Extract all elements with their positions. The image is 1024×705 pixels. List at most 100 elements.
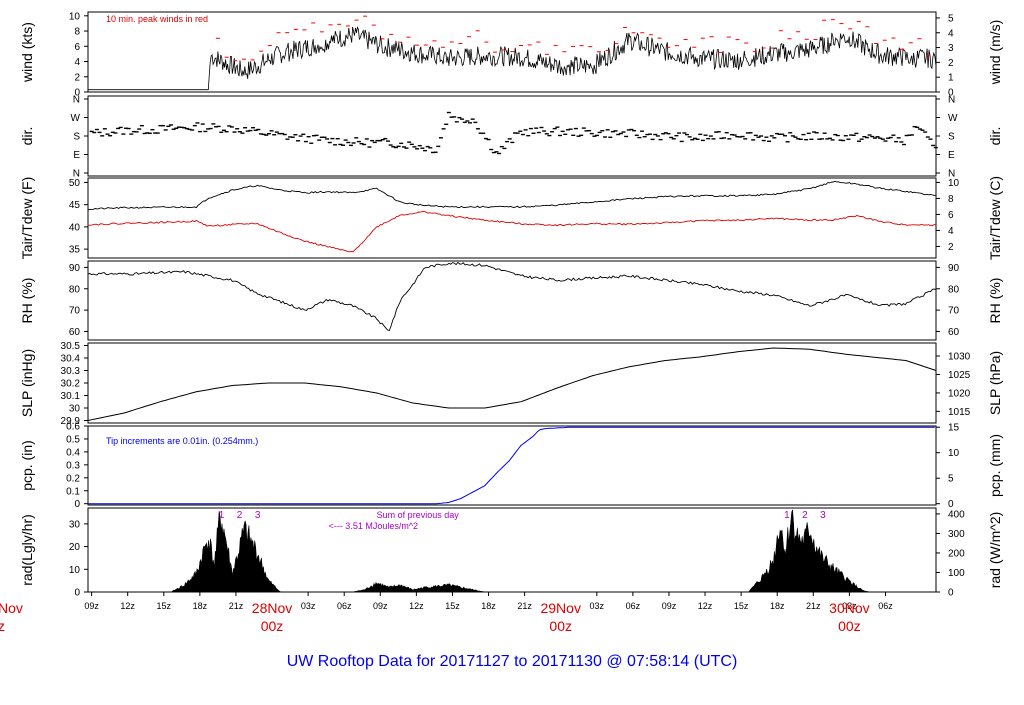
ytick-label-left: 0.6 xyxy=(66,422,80,433)
xtick-label: 12z xyxy=(120,601,135,611)
day-label-hour: 00z xyxy=(838,618,861,634)
xtick-label: 18z xyxy=(481,601,496,611)
ylabel-left: Tair/Tdew (F) xyxy=(19,177,35,259)
panel-frame-tair_tdew xyxy=(87,177,937,259)
xtick-label: 06z xyxy=(337,601,352,611)
ylabel-right: rad (W/m^2) xyxy=(987,512,1003,589)
xtick-label: 15z xyxy=(734,601,749,611)
ytick-label-left: 0 xyxy=(74,588,80,599)
xtick-label: 21z xyxy=(806,601,821,611)
ylabel-left: pcp. (in) xyxy=(19,440,35,491)
ytick-label-right: 60 xyxy=(948,327,960,338)
ytick-label-left: 0.5 xyxy=(66,434,80,445)
ytick-label-right: S xyxy=(948,132,955,143)
ytick-label-right: N xyxy=(948,95,955,106)
ytick-label-right: 0 xyxy=(948,588,954,599)
wind-annotation: 10 min. peak winds in red xyxy=(106,14,208,24)
ytick-label-left: 30 xyxy=(69,519,81,530)
ytick-label-left: N xyxy=(73,95,80,106)
radiation-annotation-line2: <--- 3.51 MJoules/m^2 xyxy=(329,521,419,531)
ytick-label-right: 100 xyxy=(948,568,965,579)
rh-series-line xyxy=(87,261,937,332)
ytick-label-left: 20 xyxy=(69,542,81,553)
slp-series-line xyxy=(87,347,937,421)
ytick-label-left: 8 xyxy=(74,27,80,38)
xtick-label: 21z xyxy=(517,601,532,611)
ytick-label-left: 0.4 xyxy=(66,447,80,458)
xtick-label: 12z xyxy=(409,601,424,611)
ytick-label-left: 60 xyxy=(69,327,81,338)
day-label-date: 28Nov xyxy=(252,600,292,616)
ytick-label-right: 6 xyxy=(948,210,954,221)
xtick-label: 06z xyxy=(626,601,641,611)
ytick-label-left: 40 xyxy=(69,222,81,233)
ylabel-right: pcp. (mm) xyxy=(987,434,1003,497)
xtick-label: 09z xyxy=(373,601,388,611)
ytick-label-left: 30.4 xyxy=(61,354,81,365)
ytick-label-left: 10 xyxy=(69,11,81,22)
ytick-label-left: 0.2 xyxy=(66,473,80,484)
ylabel-right: wind (m/s) xyxy=(987,20,1003,86)
radiation-marker: 1 xyxy=(784,510,790,521)
day-label-hour: 00z xyxy=(261,618,284,634)
ylabel-left: dir. xyxy=(19,127,35,146)
clipped-day-label-hour: z xyxy=(0,618,5,634)
ytick-label-left: S xyxy=(73,132,80,143)
ytick-label-right: 4 xyxy=(948,28,954,39)
radiation-annotation-line1: Sum of previous day xyxy=(377,510,460,520)
ylabel-left: RH (%) xyxy=(19,278,35,324)
panel-frame-slp xyxy=(87,342,937,424)
precip-series-line xyxy=(88,426,935,505)
ytick-label-right: 4 xyxy=(948,226,954,237)
day-label-date: 29Nov xyxy=(540,600,580,616)
radiation-area xyxy=(170,509,870,593)
ytick-label-right: 5 xyxy=(948,13,954,24)
radiation-marker: 2 xyxy=(802,510,808,521)
ytick-label-right: 1020 xyxy=(948,388,971,399)
ytick-label-right: 300 xyxy=(948,529,965,540)
xtick-label: 03z xyxy=(842,601,857,611)
ytick-label-left: 70 xyxy=(69,306,81,317)
ytick-label-right: 2 xyxy=(948,58,954,69)
precip-annotation: Tip increments are 0.01in. (0.254mm.) xyxy=(106,436,258,446)
ytick-label-left: 29.9 xyxy=(61,416,81,427)
xtick-label: 18z xyxy=(770,601,785,611)
xtick-label: 21z xyxy=(229,601,244,611)
ytick-label-left: 80 xyxy=(69,284,81,295)
panel-frame-precip xyxy=(87,425,937,506)
xtick-label: 09z xyxy=(84,601,99,611)
ylabel-left: rad(Lgly/hr) xyxy=(19,514,35,586)
ytick-label-left: 0.3 xyxy=(66,460,80,471)
ylabel-left: wind (kts) xyxy=(19,22,35,83)
ytick-label-right: 1015 xyxy=(948,407,971,418)
ytick-label-right: 10 xyxy=(948,448,960,459)
ytick-label-right: W xyxy=(948,113,958,124)
ytick-label-right: N xyxy=(948,169,955,180)
ytick-label-left: 30 xyxy=(69,404,81,415)
ylabel-right: Tair/Tdew (C) xyxy=(987,176,1003,260)
xtick-label: 09z xyxy=(662,601,677,611)
xtick-label: 18z xyxy=(193,601,208,611)
wind-series-line xyxy=(88,26,937,91)
ytick-label-left: N xyxy=(73,169,80,180)
panel-frame-direction xyxy=(87,95,937,177)
temp-series-tdew xyxy=(87,210,937,253)
radiation-marker: 3 xyxy=(820,510,826,521)
panel-frame-wind xyxy=(87,11,937,93)
ytick-label-left: W xyxy=(71,113,81,124)
xtick-label: 12z xyxy=(698,601,713,611)
ytick-label-left: 30.3 xyxy=(61,366,81,377)
ytick-label-right: 90 xyxy=(948,263,960,274)
radiation-marker: 2 xyxy=(237,510,243,521)
ytick-label-right: 10 xyxy=(948,178,960,189)
ytick-label-left: 10 xyxy=(69,565,81,576)
ytick-label-left: 50 xyxy=(69,178,81,189)
ytick-label-right: 5 xyxy=(948,474,954,485)
ytick-label-right: 200 xyxy=(948,548,965,559)
ytick-label-left: 30.1 xyxy=(61,391,81,402)
ytick-label-left: 35 xyxy=(69,245,81,256)
ytick-label-left: 6 xyxy=(74,42,80,53)
ytick-label-left: 4 xyxy=(74,57,80,68)
day-label-hour: 00z xyxy=(549,618,572,634)
